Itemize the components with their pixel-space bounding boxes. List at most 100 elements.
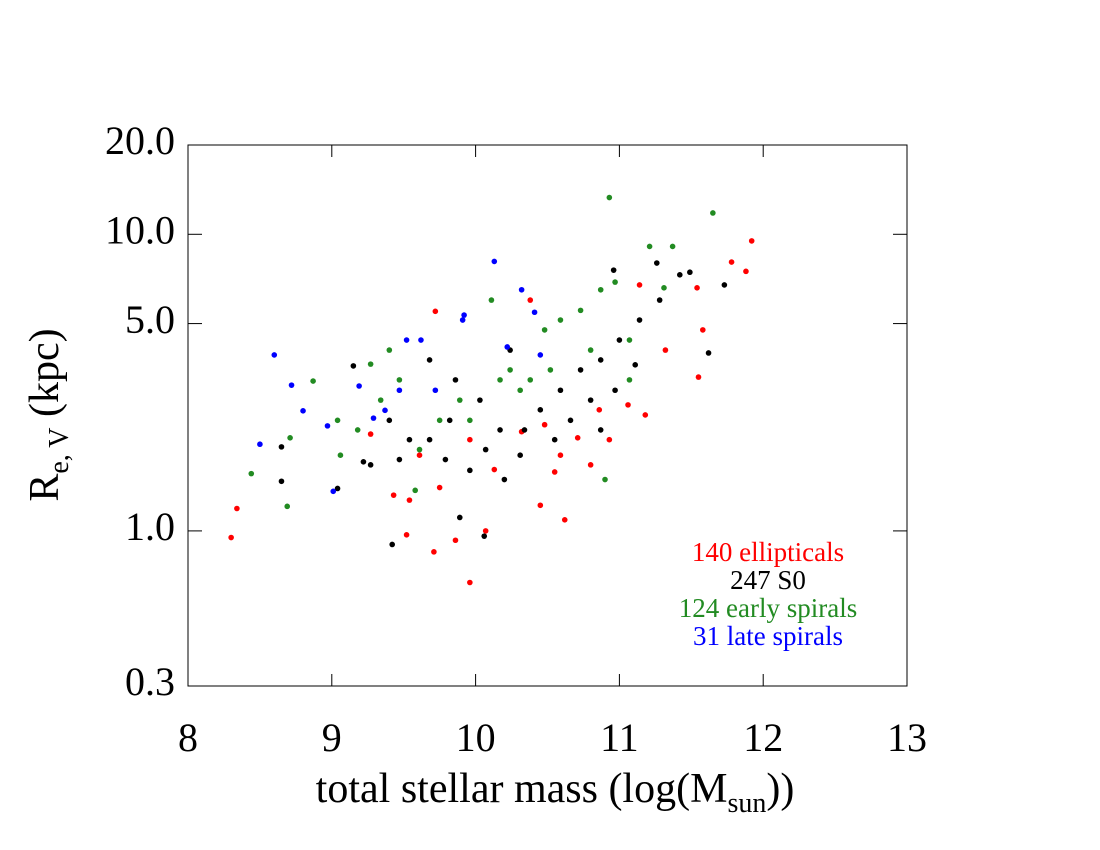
point <box>606 436 613 443</box>
point <box>517 452 523 458</box>
point <box>406 497 413 503</box>
point <box>310 378 316 384</box>
point <box>396 377 403 383</box>
point <box>377 397 384 403</box>
point <box>442 456 449 463</box>
point <box>257 441 263 448</box>
point <box>367 462 374 468</box>
point <box>537 502 544 509</box>
point <box>354 427 361 433</box>
point <box>656 297 663 303</box>
point <box>612 279 618 285</box>
point <box>551 436 558 443</box>
point <box>337 452 344 458</box>
y-tick-label: 0.3 <box>125 659 175 704</box>
y-axis-label: Re, V (kpc) <box>22 328 75 501</box>
point <box>390 492 397 498</box>
point <box>625 402 631 408</box>
point <box>467 417 473 424</box>
point <box>482 446 489 453</box>
legend-entry: 124 early spirals <box>679 593 857 623</box>
point <box>461 312 467 318</box>
point <box>426 436 433 443</box>
point <box>406 436 413 443</box>
point <box>482 528 489 534</box>
point <box>636 282 643 288</box>
point <box>491 466 498 473</box>
point <box>521 427 528 433</box>
point <box>700 327 706 333</box>
point <box>557 387 564 394</box>
point <box>597 357 604 363</box>
point <box>577 307 584 314</box>
point <box>527 297 534 303</box>
point <box>557 452 564 458</box>
point <box>467 436 473 443</box>
point <box>367 431 374 437</box>
legend-entry: 247 S0 <box>730 565 806 595</box>
point <box>662 347 669 353</box>
point <box>456 397 463 403</box>
point <box>577 367 584 373</box>
point <box>350 363 357 369</box>
y-tick-label: 1.0 <box>125 504 175 549</box>
point <box>602 476 608 483</box>
point <box>396 387 403 394</box>
point <box>467 467 473 474</box>
point <box>370 415 377 421</box>
point <box>300 408 306 414</box>
point <box>412 487 419 494</box>
point <box>721 282 728 288</box>
point <box>382 407 388 414</box>
point <box>403 337 410 343</box>
point <box>537 407 544 413</box>
point <box>432 387 439 394</box>
point <box>610 267 617 273</box>
point <box>632 362 639 368</box>
point <box>597 286 604 293</box>
x-tick-label: 10 <box>456 715 496 760</box>
point <box>694 285 700 291</box>
y-tick-label: 10.0 <box>105 207 175 252</box>
point <box>507 367 513 373</box>
point <box>557 317 564 323</box>
point <box>728 259 735 265</box>
y-label-rest: (kpc) <box>22 328 68 427</box>
point <box>386 347 393 353</box>
point <box>396 456 403 463</box>
point <box>497 377 503 383</box>
point <box>456 514 463 521</box>
legend-entry: 31 late spirals <box>693 621 843 651</box>
point <box>416 452 423 458</box>
point <box>360 458 367 465</box>
point <box>687 269 693 276</box>
point <box>330 488 337 495</box>
x-label-main: total stellar mass (log(M <box>316 766 728 812</box>
x-tick-label: 12 <box>743 715 783 760</box>
point <box>561 517 568 523</box>
point <box>418 337 424 343</box>
y-tick-label: 5.0 <box>125 297 175 342</box>
point <box>287 435 293 441</box>
point <box>481 533 488 539</box>
point <box>661 285 667 291</box>
point <box>669 243 676 250</box>
y-label-main: R <box>22 474 68 502</box>
point <box>334 485 341 492</box>
point <box>612 387 618 394</box>
point <box>497 427 503 433</box>
x-tick-label: 13 <box>887 715 927 760</box>
point <box>537 352 544 358</box>
point <box>587 462 594 468</box>
point <box>416 446 423 453</box>
point <box>432 308 439 315</box>
point <box>710 210 716 216</box>
legend-entry: 140 ellipticals <box>692 537 844 567</box>
point <box>676 272 683 278</box>
x-label-rest: )) <box>766 766 794 812</box>
point <box>517 387 523 394</box>
point <box>743 268 749 275</box>
point <box>248 470 255 477</box>
point <box>459 317 466 323</box>
point <box>477 397 483 403</box>
